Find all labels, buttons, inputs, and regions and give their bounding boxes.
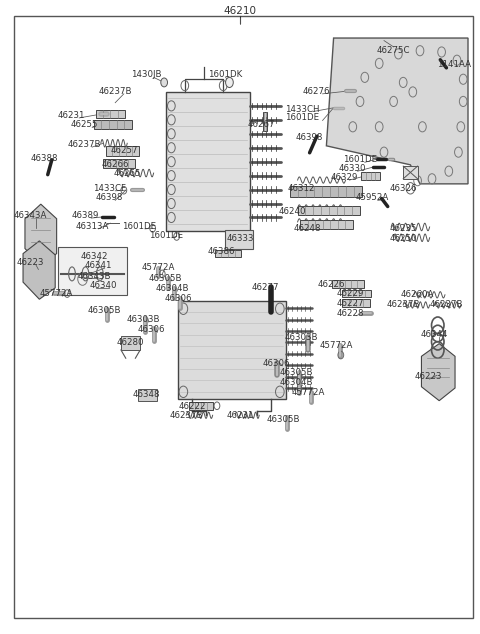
Text: 46305B: 46305B — [88, 306, 121, 315]
Text: 46305B: 46305B — [149, 274, 182, 283]
Bar — [290, 186, 362, 197]
Text: 46223: 46223 — [16, 258, 44, 267]
Bar — [403, 166, 418, 179]
Bar — [94, 120, 132, 129]
Text: 46240: 46240 — [279, 207, 307, 216]
Text: 46237B: 46237B — [67, 140, 101, 149]
Bar — [121, 336, 140, 350]
Text: 45772A: 45772A — [319, 341, 353, 350]
Text: 46306: 46306 — [137, 325, 165, 334]
Bar — [189, 402, 213, 410]
Text: 46266: 46266 — [101, 160, 129, 169]
Text: 45772A: 45772A — [292, 388, 325, 397]
Text: 46398: 46398 — [96, 193, 123, 202]
Text: 46277: 46277 — [252, 283, 279, 292]
Text: 46276: 46276 — [303, 87, 331, 96]
Text: 46222: 46222 — [178, 402, 206, 411]
Text: 46305B: 46305B — [280, 368, 313, 377]
Text: 46312: 46312 — [287, 184, 315, 193]
Circle shape — [161, 78, 168, 87]
Text: 46306: 46306 — [164, 294, 192, 303]
Bar — [342, 299, 370, 307]
Polygon shape — [23, 241, 55, 299]
Text: 46342: 46342 — [80, 252, 108, 261]
Text: 46330: 46330 — [339, 164, 367, 173]
Text: 1601DE: 1601DE — [122, 222, 156, 231]
Text: 46250: 46250 — [389, 234, 417, 243]
Text: 46248: 46248 — [293, 224, 321, 233]
Text: 46313A: 46313A — [76, 222, 109, 231]
Text: 46228: 46228 — [336, 309, 364, 318]
Text: 46280: 46280 — [117, 338, 144, 347]
Text: 1433CH: 1433CH — [285, 105, 320, 113]
Text: 46348: 46348 — [132, 391, 160, 399]
Text: 46303B: 46303B — [285, 333, 318, 342]
Text: 1141AA: 1141AA — [437, 60, 470, 69]
Polygon shape — [326, 38, 468, 184]
Text: 46223: 46223 — [415, 372, 443, 381]
Text: 46388: 46388 — [30, 154, 58, 163]
Text: 1601DE: 1601DE — [343, 155, 377, 164]
Bar — [215, 250, 241, 257]
Bar — [361, 172, 380, 180]
Bar — [332, 280, 364, 288]
Text: 46386: 46386 — [208, 247, 236, 256]
Text: 46306: 46306 — [262, 359, 290, 368]
Text: 46344: 46344 — [420, 330, 448, 339]
Text: 46304B: 46304B — [155, 284, 189, 293]
Polygon shape — [25, 204, 57, 265]
Text: 46304B: 46304B — [280, 378, 313, 387]
Bar — [96, 110, 125, 118]
Bar — [104, 159, 134, 167]
Text: 46229: 46229 — [336, 289, 364, 298]
Text: 46275C: 46275C — [377, 46, 410, 55]
Text: 45952A: 45952A — [355, 193, 389, 202]
Text: 1601DE: 1601DE — [285, 113, 320, 122]
Bar — [300, 220, 353, 228]
Bar — [166, 92, 250, 231]
Circle shape — [226, 77, 233, 87]
Text: 46260A: 46260A — [401, 290, 434, 299]
Text: 46333: 46333 — [226, 234, 254, 243]
Text: 46341: 46341 — [84, 261, 112, 270]
Bar — [263, 112, 267, 131]
Bar — [106, 146, 139, 155]
Bar — [138, 389, 157, 401]
Text: 1601DK: 1601DK — [208, 70, 243, 79]
Text: 46398: 46398 — [296, 133, 324, 142]
Text: 46231: 46231 — [57, 111, 85, 120]
Text: 46237B: 46237B — [169, 411, 203, 420]
Text: 46265: 46265 — [113, 169, 141, 178]
Text: 46237B: 46237B — [98, 87, 132, 96]
Polygon shape — [421, 344, 455, 401]
Text: 46303B: 46303B — [126, 315, 160, 324]
Text: 46340: 46340 — [89, 281, 117, 290]
Text: 46237B: 46237B — [386, 301, 420, 309]
Text: 46389: 46389 — [72, 211, 99, 220]
Text: 46237B: 46237B — [430, 301, 463, 309]
Text: 46255: 46255 — [70, 120, 98, 129]
Text: 46305B: 46305B — [266, 415, 300, 424]
Text: 46235: 46235 — [389, 224, 417, 233]
Bar — [225, 230, 253, 249]
Bar — [298, 206, 360, 215]
Text: 46226: 46226 — [317, 280, 345, 289]
Bar — [342, 290, 371, 297]
Text: 46329: 46329 — [331, 173, 359, 182]
Bar — [58, 247, 127, 295]
Bar — [178, 301, 286, 399]
Text: 1433CF: 1433CF — [93, 184, 126, 193]
Text: 46343B: 46343B — [77, 272, 111, 281]
Text: 46267: 46267 — [248, 120, 276, 129]
Text: 1430JB: 1430JB — [131, 70, 162, 79]
Text: 45772A: 45772A — [142, 263, 175, 272]
Text: 46227: 46227 — [336, 299, 364, 307]
Text: 46257: 46257 — [110, 146, 138, 155]
Text: 46210: 46210 — [224, 6, 256, 16]
Text: 1601DE: 1601DE — [148, 231, 183, 240]
Text: 46326: 46326 — [389, 184, 417, 193]
Text: 46231: 46231 — [226, 411, 254, 420]
Text: 46343A: 46343A — [13, 211, 47, 220]
Text: 45772A: 45772A — [40, 289, 73, 298]
